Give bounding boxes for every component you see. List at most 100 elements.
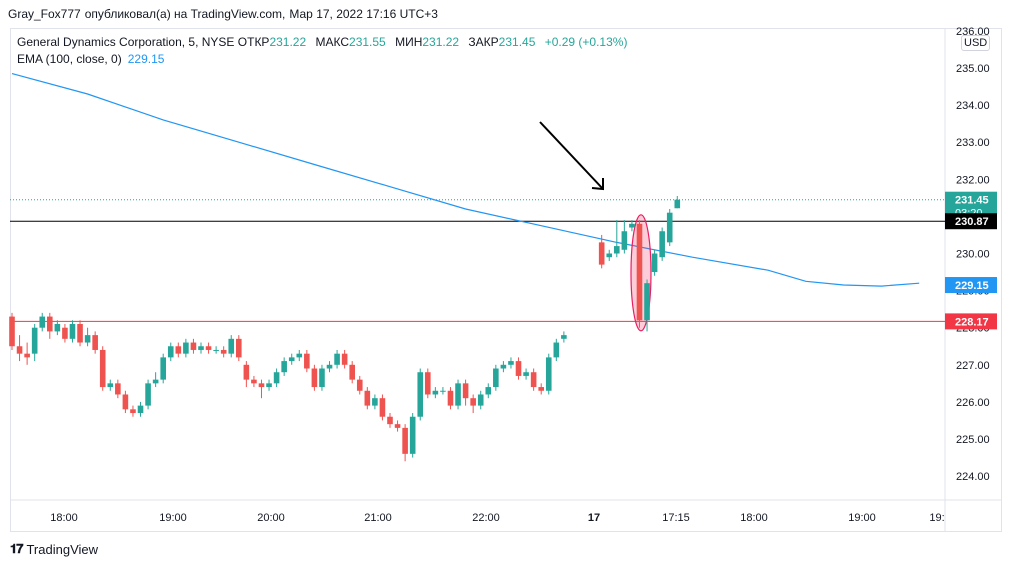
candle-body bbox=[54, 323, 61, 332]
low-value: 231.22 bbox=[422, 35, 460, 49]
candle-body bbox=[470, 398, 476, 406]
candle-body bbox=[175, 346, 182, 354]
price-axis-label: 230.87 bbox=[955, 216, 989, 228]
x-tick-label: 19:00 bbox=[159, 512, 187, 524]
high-label: МАКС bbox=[315, 35, 350, 49]
x-tick-label: 22:00 bbox=[472, 512, 500, 524]
candle-body bbox=[666, 212, 673, 243]
candle-body bbox=[636, 223, 643, 321]
candle-body bbox=[674, 199, 681, 209]
low-label: МИН bbox=[395, 35, 423, 49]
candle-body bbox=[228, 338, 235, 354]
candle-body bbox=[281, 361, 287, 373]
symbol-title[interactable]: General Dynamics Corporation, 5, NYSE bbox=[17, 35, 235, 49]
y-tick-label: 226.00 bbox=[956, 397, 990, 409]
candle-body bbox=[198, 346, 204, 350]
candle-body bbox=[485, 387, 492, 395]
x-tick-label: 17 bbox=[588, 512, 600, 524]
close-label: ЗАКР bbox=[468, 35, 499, 49]
candle-body bbox=[115, 383, 121, 395]
candle-body bbox=[92, 335, 98, 350]
candle-body bbox=[334, 353, 340, 365]
candle-body bbox=[99, 349, 106, 388]
candle-body bbox=[372, 398, 378, 406]
candle-body bbox=[598, 242, 605, 265]
chart-legend: General Dynamics Corporation, 5, NYSE ОТ… bbox=[17, 34, 633, 68]
candle-body bbox=[515, 361, 522, 376]
candle-body bbox=[258, 383, 265, 388]
candle-body bbox=[47, 316, 53, 332]
candle-body bbox=[561, 335, 567, 339]
candle-body bbox=[349, 364, 355, 380]
candle-body bbox=[530, 372, 537, 388]
x-tick-label: 18:00 bbox=[50, 512, 78, 524]
price-axis-label-bg bbox=[945, 313, 997, 330]
high-value: 231.55 bbox=[349, 35, 386, 49]
candle-body bbox=[273, 372, 280, 384]
candle-body bbox=[213, 349, 219, 351]
y-tick-label: 233.00 bbox=[956, 137, 990, 149]
candle-body bbox=[183, 342, 189, 354]
candle-body bbox=[477, 394, 484, 406]
candle-body bbox=[614, 246, 620, 254]
price-axis-label: 231.45 bbox=[955, 195, 989, 207]
x-tick-label: 17:15 bbox=[662, 512, 690, 524]
candle-body bbox=[417, 372, 424, 417]
publish-info: Gray_Fox777 опубликовал(а) на TradingView… bbox=[8, 7, 442, 21]
candle-body bbox=[77, 323, 83, 343]
candle-body bbox=[220, 349, 227, 354]
y-tick-label: 230.00 bbox=[956, 249, 990, 261]
x-tick-label: 19:00 bbox=[848, 512, 876, 524]
candle-body bbox=[69, 323, 76, 339]
x-tick-label: 19: bbox=[929, 512, 944, 524]
tradingview-logo-icon: 𝟏𝟕 bbox=[10, 541, 24, 556]
candle-body bbox=[621, 231, 628, 250]
open-label: ОТКР bbox=[237, 35, 270, 49]
candle-body bbox=[288, 357, 295, 362]
candle-body bbox=[9, 316, 15, 347]
candle-body bbox=[122, 394, 129, 410]
x-tick-label: 21:00 bbox=[364, 512, 392, 524]
y-tick-label: 232.00 bbox=[956, 174, 990, 186]
x-tick-label: 18:00 bbox=[740, 512, 768, 524]
candle-body bbox=[243, 364, 250, 380]
candle-body bbox=[319, 368, 325, 388]
candle-body bbox=[409, 416, 416, 454]
candle-body bbox=[266, 383, 272, 388]
candle-body bbox=[462, 383, 469, 399]
ema-row: EMA (100, close, 0) 229.15 bbox=[17, 51, 633, 68]
candle-body bbox=[545, 357, 552, 391]
y-tick-label: 225.00 bbox=[956, 434, 990, 446]
currency-badge[interactable]: USD bbox=[961, 35, 991, 51]
candle-body bbox=[190, 342, 197, 350]
candle-body bbox=[341, 353, 348, 365]
author-name[interactable]: Gray_Fox777 bbox=[8, 7, 81, 21]
candle-body bbox=[326, 364, 333, 369]
ema-label[interactable]: EMA (100, close, 0) bbox=[17, 52, 122, 66]
candle-body bbox=[236, 338, 242, 358]
candle-body bbox=[659, 231, 665, 258]
candle-body bbox=[152, 379, 159, 384]
candle-body bbox=[394, 424, 401, 428]
candle-body bbox=[493, 368, 499, 388]
price-axis-label: 229.15 bbox=[955, 280, 989, 292]
candle-body bbox=[130, 409, 136, 414]
price-axis-label-bg bbox=[945, 213, 997, 230]
candle-body bbox=[644, 283, 650, 321]
candle-body bbox=[402, 427, 408, 454]
candle-body bbox=[447, 390, 454, 406]
candle-body bbox=[16, 346, 23, 354]
price-axis-label-bg bbox=[945, 277, 997, 294]
y-tick-label: 234.00 bbox=[956, 100, 990, 112]
annotation-arrow-head bbox=[591, 178, 604, 191]
ohlc-row: General Dynamics Corporation, 5, NYSE ОТ… bbox=[17, 34, 633, 51]
tradingview-logo[interactable]: 𝟏𝟕 TradingView bbox=[10, 541, 98, 557]
candle-body bbox=[523, 372, 529, 376]
candle-body bbox=[508, 361, 514, 365]
open-value: 231.22 bbox=[269, 35, 307, 49]
change-value: +0.29 (+0.13%) bbox=[544, 35, 628, 49]
close-value: 231.45 bbox=[498, 35, 536, 49]
chart-frame bbox=[10, 28, 1002, 532]
candle-body bbox=[356, 379, 363, 391]
